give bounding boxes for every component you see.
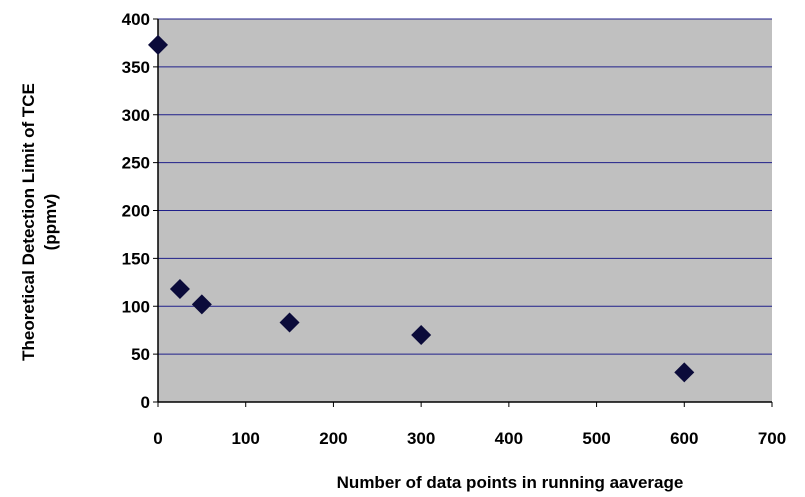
x-tick-label: 200: [319, 429, 347, 448]
x-tick-label: 0: [153, 429, 162, 448]
y-tick-label: 0: [141, 393, 150, 412]
y-tick-label: 400: [122, 10, 150, 29]
data-points: [148, 34, 695, 383]
y-axis-label-line1: Theoretical Detection Limit of TCE: [19, 83, 38, 361]
gridlines: [158, 18, 772, 355]
y-tick-label: 100: [122, 297, 150, 316]
x-tick-labels: 0 100 200 300 400 500 600 700: [153, 402, 786, 448]
y-axis-label-line2: (ppmv): [41, 194, 60, 251]
x-tick-label: 600: [670, 429, 698, 448]
y-tick-label: 350: [122, 58, 150, 77]
y-tick-label: 250: [122, 154, 150, 173]
y-tick-labels: 0 50 100 150 200 250 300 350 400: [122, 10, 158, 412]
x-tick-label: 300: [407, 429, 435, 448]
x-tick-label: 100: [232, 429, 260, 448]
data-point-diamond: [148, 34, 168, 55]
x-tick-label: 500: [582, 429, 610, 448]
y-tick-label: 300: [122, 106, 150, 125]
data-point-diamond: [411, 324, 432, 345]
data-point-diamond: [674, 362, 695, 383]
y-tick-label: 200: [122, 202, 150, 221]
x-axis-label: Number of data points in running aaverag…: [337, 473, 684, 492]
data-point-diamond: [169, 279, 190, 300]
x-tick-label: 400: [495, 429, 523, 448]
x-tick-label: 700: [758, 429, 786, 448]
y-tick-label: 150: [122, 249, 150, 268]
y-tick-label: 50: [131, 345, 150, 364]
data-point-diamond: [279, 312, 300, 333]
data-point-diamond: [191, 294, 212, 315]
